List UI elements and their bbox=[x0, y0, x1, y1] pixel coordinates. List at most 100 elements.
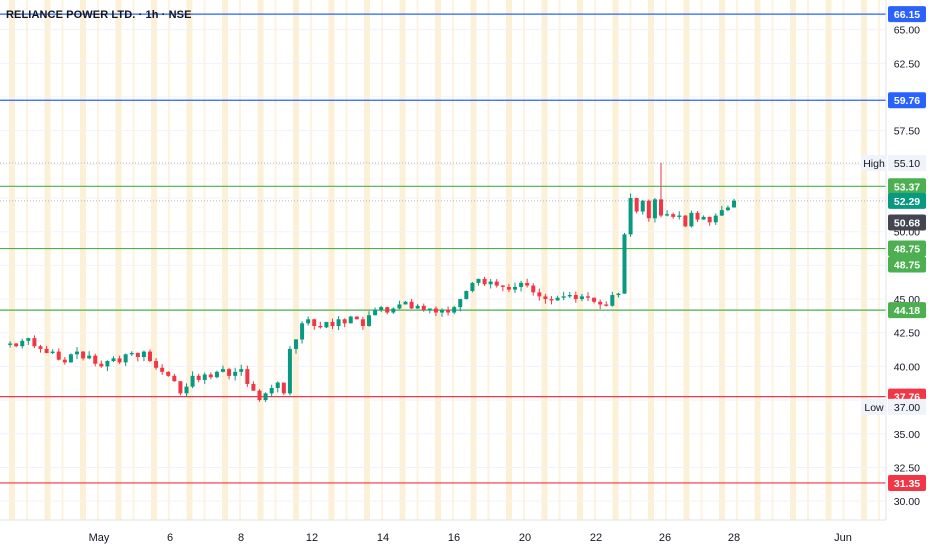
candle-body bbox=[592, 297, 597, 302]
session-band-thin bbox=[203, 0, 206, 520]
candle-body bbox=[68, 354, 73, 363]
candle-body bbox=[519, 282, 524, 287]
level-tag-bg bbox=[888, 92, 926, 109]
session-band-thin bbox=[771, 0, 774, 520]
session-band-thin bbox=[132, 0, 135, 520]
y-tick-label: 32.50 bbox=[894, 462, 920, 474]
low-value: 37.00 bbox=[894, 402, 920, 414]
session-band-thin bbox=[310, 0, 312, 520]
candle-body bbox=[269, 387, 274, 394]
candle-body bbox=[129, 352, 134, 355]
candle-body bbox=[506, 286, 511, 290]
candle-body bbox=[458, 299, 463, 308]
candle-body bbox=[330, 321, 335, 327]
candle-body bbox=[44, 348, 49, 353]
candle-body bbox=[470, 282, 475, 291]
candle-body bbox=[117, 358, 122, 363]
candle-body bbox=[190, 375, 195, 387]
session-band bbox=[328, 0, 335, 520]
candle-body bbox=[555, 297, 560, 301]
candle-body bbox=[324, 321, 329, 328]
y-tick-label: 57.50 bbox=[894, 126, 920, 138]
candle-body bbox=[239, 369, 244, 372]
x-tick-label: 8 bbox=[238, 532, 244, 544]
candle-body bbox=[166, 371, 171, 376]
candle-body bbox=[409, 301, 414, 309]
candle-body bbox=[87, 355, 92, 359]
session-band bbox=[861, 0, 867, 520]
session-band bbox=[9, 0, 15, 520]
x-tick-label: Jun bbox=[834, 532, 852, 544]
candle-body bbox=[14, 343, 19, 347]
candle-body bbox=[348, 316, 353, 324]
session-band bbox=[577, 0, 583, 520]
y-tick-label: 62.50 bbox=[894, 58, 920, 70]
candle-body bbox=[105, 361, 110, 367]
candle-body bbox=[354, 316, 359, 320]
session-band-thin bbox=[594, 0, 596, 520]
level-tag: 44.18 bbox=[894, 305, 920, 317]
candle-body bbox=[476, 278, 481, 283]
candle-body bbox=[500, 285, 505, 287]
candle-body bbox=[598, 301, 603, 305]
candle-body bbox=[81, 351, 86, 359]
candle-body bbox=[8, 343, 13, 345]
candle-body bbox=[233, 371, 238, 376]
session-band bbox=[257, 0, 264, 520]
level-tag-bg bbox=[888, 302, 926, 319]
candle-body bbox=[202, 374, 207, 380]
low-value-bg bbox=[888, 398, 926, 415]
candle-body bbox=[464, 290, 469, 300]
candle-body bbox=[75, 351, 79, 355]
session-band-thin bbox=[558, 0, 561, 520]
chart-title: RELIANCE POWER LTD. · 1h · NSE bbox=[6, 9, 192, 21]
y-tick-label: 30.00 bbox=[894, 496, 920, 508]
candle-body bbox=[543, 296, 548, 300]
candle-body bbox=[342, 319, 347, 324]
candle-body bbox=[275, 382, 280, 388]
session-band bbox=[293, 0, 299, 520]
session-band-thin bbox=[878, 0, 880, 520]
session-band-thin bbox=[629, 0, 632, 520]
candle-body bbox=[494, 281, 499, 286]
candle-body bbox=[537, 292, 542, 297]
last-price-tag-bg bbox=[888, 192, 926, 209]
candle-body bbox=[452, 307, 457, 313]
session-band-thin bbox=[842, 0, 845, 520]
candle-body bbox=[421, 305, 426, 310]
y-tick-label: 65.00 bbox=[894, 25, 920, 37]
session-band bbox=[648, 0, 654, 520]
candle-body bbox=[646, 200, 651, 219]
candle-body bbox=[111, 358, 116, 362]
candle-body bbox=[707, 216, 712, 223]
x-tick-label: May bbox=[89, 532, 110, 544]
high-value: 55.10 bbox=[894, 158, 920, 170]
candle-body bbox=[719, 210, 724, 216]
candle-body bbox=[336, 319, 341, 327]
session-band-thin bbox=[452, 0, 454, 520]
x-tick-label: 28 bbox=[728, 532, 740, 544]
level-tag-bg bbox=[888, 474, 926, 491]
current-price-tag-bg bbox=[888, 214, 926, 231]
session-band bbox=[222, 0, 228, 520]
candle-body bbox=[373, 309, 378, 316]
session-band bbox=[541, 0, 548, 520]
session-band-thin bbox=[97, 0, 99, 520]
candle-body bbox=[573, 295, 578, 300]
candle-body bbox=[427, 308, 432, 310]
candle-body bbox=[677, 215, 682, 217]
candle-body bbox=[300, 323, 305, 340]
low-bg bbox=[861, 398, 887, 415]
session-band bbox=[186, 0, 193, 520]
session-band bbox=[399, 0, 406, 520]
candle-body bbox=[50, 351, 55, 353]
session-band bbox=[754, 0, 761, 520]
candle-body bbox=[628, 198, 633, 235]
candle-body bbox=[701, 216, 706, 220]
candle-body bbox=[379, 307, 384, 310]
candle-body bbox=[652, 199, 657, 219]
candle-body bbox=[281, 382, 286, 394]
price-level-tags: 66.1559.7653.3748.7544.1837.7631.3552.29… bbox=[861, 6, 926, 491]
